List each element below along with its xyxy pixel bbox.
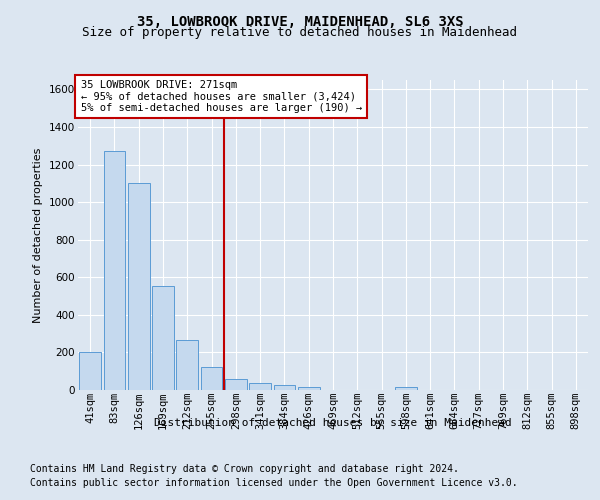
- Bar: [274, 386, 295, 390]
- Text: Contains public sector information licensed under the Open Government Licence v3: Contains public sector information licen…: [30, 478, 518, 488]
- Bar: [249, 384, 271, 390]
- Bar: [104, 152, 125, 390]
- Text: Contains HM Land Registry data © Crown copyright and database right 2024.: Contains HM Land Registry data © Crown c…: [30, 464, 459, 474]
- Text: 35 LOWBROOK DRIVE: 271sqm
← 95% of detached houses are smaller (3,424)
5% of sem: 35 LOWBROOK DRIVE: 271sqm ← 95% of detac…: [80, 80, 362, 113]
- Text: Distribution of detached houses by size in Maidenhead: Distribution of detached houses by size …: [154, 418, 512, 428]
- Bar: [128, 184, 149, 390]
- Bar: [200, 368, 223, 390]
- Bar: [225, 378, 247, 390]
- Bar: [176, 340, 198, 390]
- Y-axis label: Number of detached properties: Number of detached properties: [34, 148, 43, 322]
- Bar: [152, 286, 174, 390]
- Text: Size of property relative to detached houses in Maidenhead: Size of property relative to detached ho…: [83, 26, 517, 39]
- Bar: [298, 387, 320, 390]
- Bar: [395, 387, 417, 390]
- Text: 35, LOWBROOK DRIVE, MAIDENHEAD, SL6 3XS: 35, LOWBROOK DRIVE, MAIDENHEAD, SL6 3XS: [137, 15, 463, 29]
- Bar: [79, 352, 101, 390]
